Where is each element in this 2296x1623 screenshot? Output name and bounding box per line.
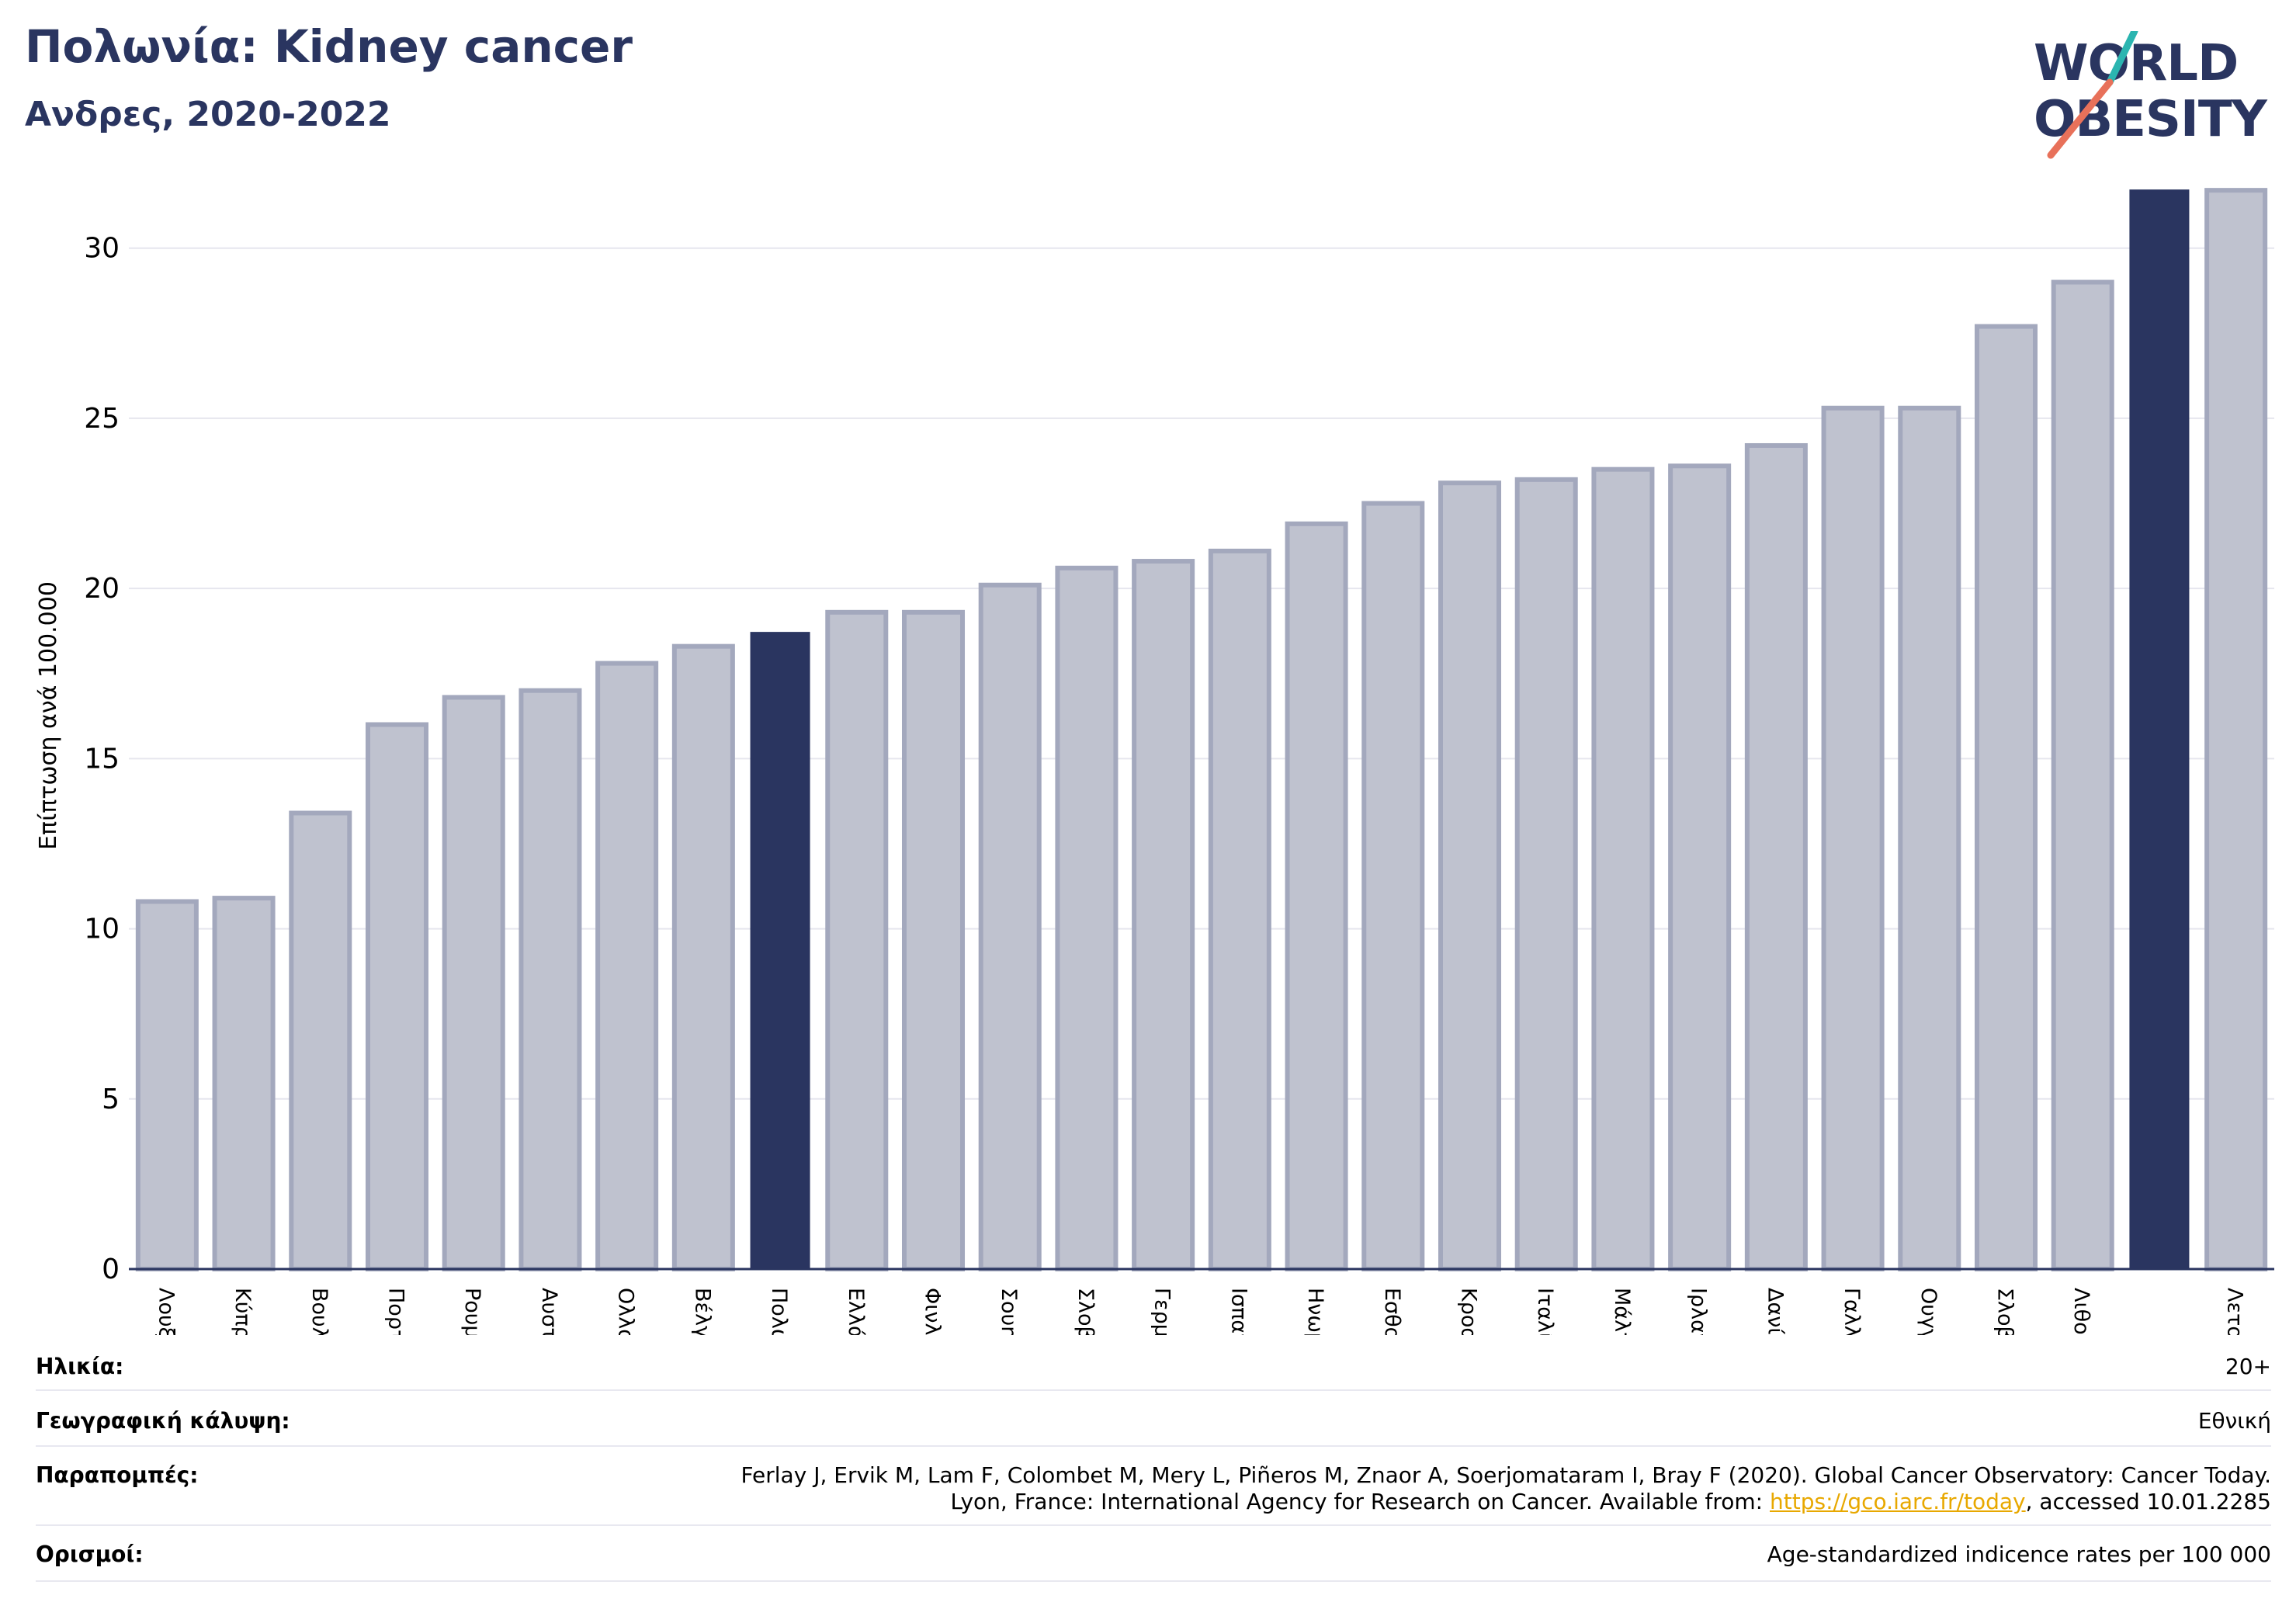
y-tick-label: 0 [102,1254,120,1285]
references-label: Παραπομπές: [36,1462,199,1488]
references-line-1: Ferlay J, Ervik M, Lam F, Colombet M, Me… [740,1462,2271,1488]
y-tick-label: 25 [84,403,120,435]
definitions-label: Ορισμοί: [36,1542,144,1567]
x-tick-label: Μάλτα [1610,1288,1634,1335]
age-value: 20+ [2225,1354,2271,1379]
info-row-references: Παραπομπές: Ferlay J, Ervik M, Lam F, Co… [36,1447,2271,1526]
bar [1361,501,1425,1271]
world-obesity-logo: WORLD OBESITY [2018,31,2274,163]
y-tick-labels: 0 5 10 15 20 25 30 [84,233,120,1285]
logo-line-2: OBESITY [2034,91,2267,148]
y-tick-label: 20 [84,573,120,605]
age-label: Ηλικία: [36,1354,124,1379]
bar [2051,279,2114,1271]
x-tick-label: Ιρλανδία [1687,1288,1711,1335]
references-line-2: Lyon, France: International Agency for R… [740,1489,2271,1515]
bar [1898,405,1961,1271]
x-tick-label: Πορτογαλία [384,1288,408,1335]
x-tick-label: Πολωνία [767,1288,791,1335]
info-row-definitions: Ορισμοί: Age-standardized indicence rate… [36,1526,2271,1582]
bar [595,661,659,1271]
bar [289,810,352,1271]
bar [1591,466,1655,1271]
bar-chart: 0 5 10 15 20 25 30 Επίπτωση ανά 100.000 Λουξεμ… [35,188,2274,1335]
bar [1285,521,1348,1271]
x-tick-label: Σουηδία [997,1288,1021,1335]
bar [1438,480,1502,1271]
chart-subtitle: Ανδρες, 2020-2022 [25,95,391,134]
x-tick-label: Εσθονία [1380,1288,1404,1335]
bar [1668,463,1732,1271]
bar [1055,565,1119,1271]
references-value: Ferlay J, Ervik M, Lam F, Colombet M, Me… [740,1462,2271,1515]
bar [442,695,505,1271]
x-tick-label: Ρουμανία [460,1288,484,1335]
info-row-age: Ηλικία: 20+ [36,1335,2271,1391]
bar [2204,188,2268,1272]
y-tick-label: 5 [102,1084,120,1115]
bar [135,899,199,1272]
bar [519,688,582,1271]
info-row-coverage: Γεωγραφική κάλυψη: Εθνική [36,1391,2271,1447]
references-link[interactable]: https://gco.iarc.fr/today [1770,1489,2026,1514]
bar [978,582,1042,1271]
chart-title: Πολωνία: Kidney cancer [25,20,633,73]
x-tick-label: Γαλλία [1840,1288,1864,1335]
x-tick-label: Σλοβενία [1073,1288,1098,1335]
bar [901,609,966,1271]
y-tick-label: 15 [84,743,120,775]
x-tick-label: Ολλανδία [614,1288,638,1335]
x-tick-label: Ισπανία [1226,1288,1250,1335]
bar [1821,405,1885,1271]
x-tick-label: Ουγγαρία [1916,1288,1941,1335]
bar [365,722,429,1271]
bar-highlighted [750,632,810,1270]
x-tick-label: Ηνωμένο Βασίλειο [1303,1288,1327,1335]
bar [671,643,735,1271]
x-tick-label: Βέλγιο [690,1288,714,1335]
x-tick-label: Γερμανία [1150,1288,1174,1335]
bar [212,896,276,1272]
logo-line-1: WORLD [2034,35,2239,92]
bar [1744,442,1808,1272]
bar [1208,548,1271,1271]
x-tick-label: Λετονία [2223,1288,2247,1335]
x-tick-label: Λουξεμβούργο [154,1288,178,1335]
y-tick-label: 30 [84,233,120,265]
logo-slash-icon [2047,31,2138,159]
bar [825,609,889,1271]
definitions-value: Age-standardized indicence rates per 100… [1767,1542,2271,1567]
bar-highlighted [2129,189,2190,1271]
x-tick-label: Βουλγαρία [307,1288,331,1335]
x-tick-label: Αυστρία [537,1288,561,1335]
references-line-2-suffix: , accessed 10.01.2285 [2025,1489,2271,1514]
bars [135,188,2268,1272]
x-tick-label: Σλοβακία [1993,1288,2017,1335]
x-tick-labels: Λουξεμβούργο Κύπρος Βουλγαρία Πορτογαλία Ρου… [154,1288,2246,1335]
x-tick-label: Ελλάδα [844,1288,868,1335]
x-tick-label: Λιθουανία [2069,1288,2093,1335]
bar [1514,477,1578,1271]
bar [1974,324,2038,1272]
x-tick-label: Δανία [1763,1288,1787,1335]
coverage-value: Εθνική [2197,1408,2271,1434]
y-tick-label: 10 [84,914,120,945]
y-axis-label: Επίπτωση ανά 100.000 [35,581,62,850]
x-tick-label: Φινλανδία [921,1288,945,1335]
references-line-2-prefix: Lyon, France: International Agency for R… [950,1489,1770,1514]
x-tick-label: Κροατία [1457,1288,1481,1335]
x-tick-label: Κύπρος [231,1288,255,1335]
x-tick-label: Ιταλία [1533,1288,1557,1335]
coverage-label: Γεωγραφική κάλυψη: [36,1408,290,1434]
bar [1132,559,1195,1271]
